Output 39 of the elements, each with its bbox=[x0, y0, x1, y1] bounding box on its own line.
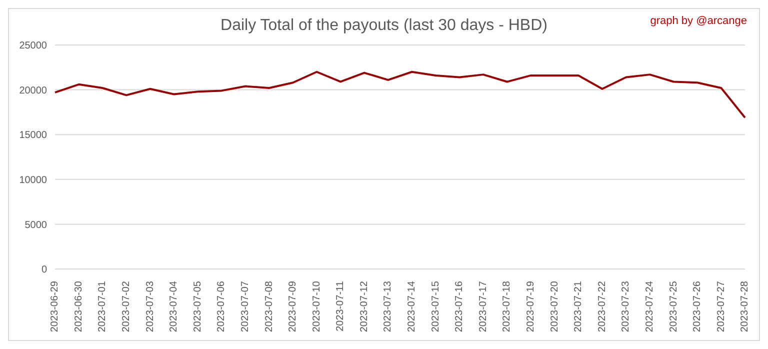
x-tick-label: 2023-07-03 bbox=[144, 280, 156, 332]
x-tick-label: 2023-07-04 bbox=[168, 280, 180, 332]
x-tick-label: 2023-07-17 bbox=[478, 280, 489, 332]
x-tick-label: 2023-07-26 bbox=[692, 280, 704, 332]
x-tick-label: 2023-07-20 bbox=[549, 280, 560, 332]
x-tick-label: 2023-07-19 bbox=[526, 280, 537, 332]
x-tick-label: 2023-06-30 bbox=[73, 280, 84, 332]
x-tick-label: 2023-07-02 bbox=[121, 280, 132, 332]
y-tick-label: 20000 bbox=[19, 85, 48, 96]
x-tick-label: 2023-07-28 bbox=[740, 280, 751, 332]
x-tick-label: 2023-07-09 bbox=[288, 280, 299, 332]
x-tick-label: 2023-07-16 bbox=[454, 280, 466, 332]
y-tick-label: 5000 bbox=[24, 220, 48, 231]
x-tick-label: 2023-07-18 bbox=[502, 280, 513, 332]
x-tick-label: 2023-07-15 bbox=[430, 280, 442, 332]
x-tick-label: 2023-07-27 bbox=[716, 280, 727, 332]
y-tick-label: 0 bbox=[41, 264, 48, 276]
y-tick-label: 10000 bbox=[19, 174, 48, 186]
x-tick-label: 2023-07-21 bbox=[573, 280, 584, 332]
x-tick-label: 2023-07-11 bbox=[335, 280, 346, 332]
x-tick-label: 2023-07-22 bbox=[596, 280, 608, 332]
x-tick-label: 2023-07-14 bbox=[406, 280, 418, 332]
x-tick-label: 2023-07-08 bbox=[264, 280, 275, 332]
y-tick-label: 15000 bbox=[19, 130, 48, 142]
x-tick-label: 2023-07-24 bbox=[644, 280, 656, 332]
x-tick-label: 2023-07-23 bbox=[620, 280, 632, 332]
line-series bbox=[54, 70, 746, 119]
text: graph by @arcange bbox=[650, 15, 747, 27]
x-tick-label: 2023-07-13 bbox=[382, 280, 394, 332]
x-tick-label: 2023-07-25 bbox=[668, 280, 680, 332]
x-tick-label: 2023-07-01 bbox=[97, 280, 108, 332]
x-tick-label: 2023-07-12 bbox=[358, 280, 370, 332]
x-tick-label: 2023-07-10 bbox=[311, 280, 322, 332]
x-tick-label: 2023-07-06 bbox=[216, 280, 228, 332]
x-tick-label: 2023-06-29 bbox=[50, 280, 61, 332]
y-tick-label: 25000 bbox=[19, 40, 48, 52]
x-tick-label: 2023-07-07 bbox=[240, 280, 251, 332]
x-tick-label: 2023-07-05 bbox=[192, 280, 204, 332]
chart-title: Daily Total of the payouts (last 30 days - HBD) bbox=[220, 17, 548, 34]
